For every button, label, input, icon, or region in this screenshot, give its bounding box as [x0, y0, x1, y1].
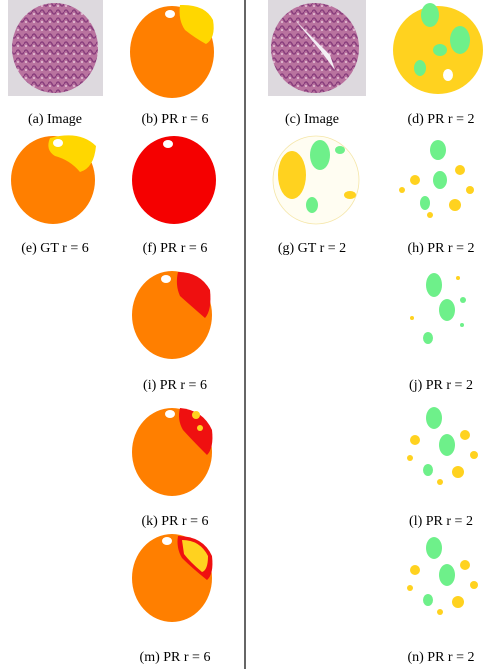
image-a: [8, 0, 103, 96]
image-c: [268, 0, 366, 96]
caption: (k) PR r = 6: [141, 514, 208, 529]
image-l: [407, 407, 478, 485]
caption: (h) PR r = 2: [407, 241, 474, 256]
caption: (a) Image: [28, 112, 82, 127]
caption: (d) PR r = 2: [407, 112, 474, 127]
image-m: [132, 534, 212, 622]
image-h: [399, 140, 474, 218]
image-i: [132, 271, 212, 359]
caption: (e) GT r = 6: [21, 241, 89, 256]
image-d: [393, 3, 483, 94]
caption: (g) GT r = 2: [278, 241, 346, 256]
image-k: [132, 408, 212, 496]
image-j: [410, 273, 466, 344]
caption: (c) Image: [285, 112, 339, 127]
image-b: [130, 5, 214, 98]
figure: (a) Image (b) PR r = 6 (c) Image (d) PR …: [0, 0, 486, 669]
image-f: [132, 136, 216, 224]
caption: (m) PR r = 6: [140, 650, 211, 665]
caption: (i) PR r = 6: [143, 378, 207, 393]
image-n: [407, 537, 478, 615]
caption: (b) PR r = 6: [141, 112, 208, 127]
page: {"panels": [ {"caption": "(a) Image"}, {…: [0, 0, 486, 669]
caption: (f) PR r = 6: [143, 241, 208, 256]
image-e: [11, 135, 96, 224]
caption: (j) PR r = 2: [409, 378, 473, 393]
caption: (n) PR r = 2: [407, 650, 474, 665]
caption: (l) PR r = 2: [409, 514, 473, 529]
image-g: [273, 136, 359, 224]
